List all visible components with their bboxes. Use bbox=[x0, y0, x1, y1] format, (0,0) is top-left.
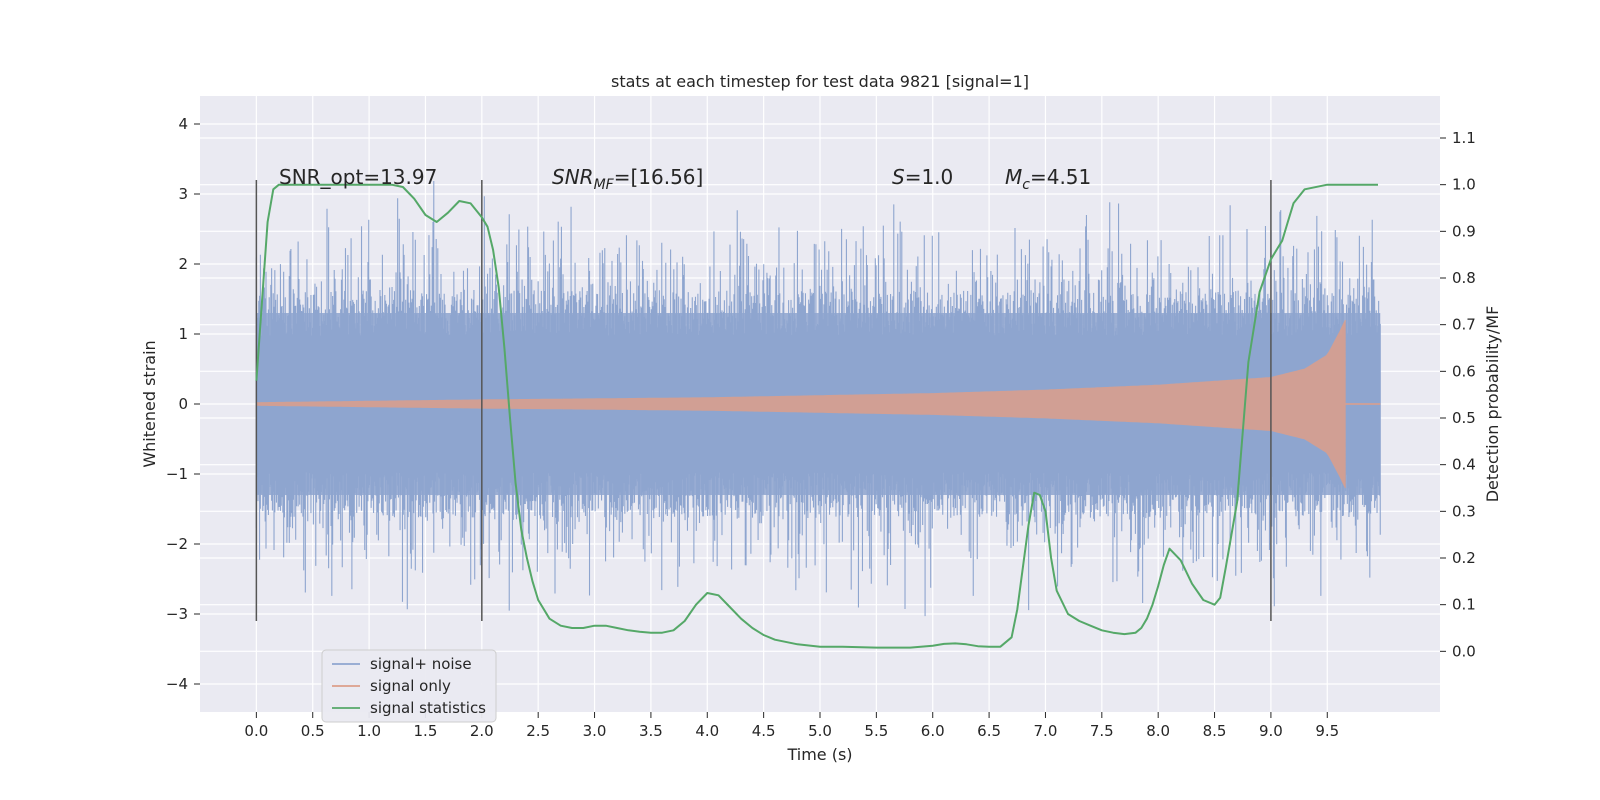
x-tick-label: 3.0 bbox=[583, 722, 607, 740]
x-tick-label: 7.0 bbox=[1034, 722, 1058, 740]
mc-subscript: c bbox=[1022, 177, 1030, 193]
signal-statistics-series bbox=[255, 183, 1378, 649]
snr-mf-symbol: SNR bbox=[552, 165, 594, 189]
x-tick-label: 5.0 bbox=[808, 722, 832, 740]
y-right-tick-label: 0.5 bbox=[1452, 409, 1476, 427]
y-right-tick-label: 0.9 bbox=[1452, 222, 1476, 240]
y-left-tick-label: 0 bbox=[178, 395, 188, 413]
vertical-markers bbox=[255, 180, 1272, 621]
y-right-tick-label: 0.8 bbox=[1452, 269, 1476, 287]
annotation-s: S=1.0 bbox=[892, 165, 953, 189]
legend-box bbox=[321, 649, 497, 723]
x-tick-label: 0.5 bbox=[301, 722, 325, 740]
x-tick-label: 0.0 bbox=[244, 722, 268, 740]
y-right-tick-label: 0.2 bbox=[1452, 549, 1476, 567]
x-tick-label: 6.5 bbox=[977, 722, 1001, 740]
annotation-mc: Mc=4.51 bbox=[1005, 165, 1091, 193]
y-left-tick-label: −2 bbox=[166, 535, 188, 553]
mc-symbol: M bbox=[1005, 165, 1022, 189]
x-axis-label: Time (s) bbox=[786, 745, 852, 764]
legend-label-signal-only: signal only bbox=[370, 677, 451, 695]
y-right-tick-label: 0.1 bbox=[1452, 596, 1476, 614]
y-left-tick-label: 4 bbox=[178, 115, 188, 133]
x-axis-ticks: 0.0 0.5 1.0 1.5 2.0 2.5 3.0 3.5 4.0 4.5 5.0 5.5 6.0 6… bbox=[244, 712, 1339, 740]
x-tick-label: 6.0 bbox=[921, 722, 945, 740]
signal-only-trace bbox=[255, 319, 1346, 489]
y-right-axis-label: Detection probability/MF bbox=[1483, 306, 1502, 503]
s-value: =1.0 bbox=[905, 165, 954, 189]
s-symbol: S bbox=[892, 165, 905, 189]
y-left-axis-label: Whitened strain bbox=[140, 340, 159, 467]
x-tick-label: 5.5 bbox=[864, 722, 888, 740]
x-tick-label: 8.5 bbox=[1203, 722, 1227, 740]
y-left-axis-ticks: 4 3 2 1 0 −1 −2 −3 −4 bbox=[166, 115, 200, 693]
legend-label-signal-statistics: signal statistics bbox=[370, 699, 486, 717]
chart-title: stats at each timestep for test data 982… bbox=[611, 72, 1029, 91]
y-right-tick-label: 0.4 bbox=[1452, 456, 1476, 474]
x-tick-label: 4.5 bbox=[752, 722, 776, 740]
x-tick-label: 2.5 bbox=[526, 722, 550, 740]
y-left-tick-label: −3 bbox=[166, 605, 188, 623]
y-right-tick-label: 1.1 bbox=[1452, 129, 1476, 147]
x-tick-label: 9.0 bbox=[1259, 722, 1283, 740]
x-tick-label: 1.5 bbox=[414, 722, 438, 740]
y-right-tick-label: 0.0 bbox=[1452, 642, 1476, 660]
x-tick-label: 1.0 bbox=[357, 722, 381, 740]
y-left-tick-label: 1 bbox=[178, 325, 188, 343]
x-tick-label: 2.0 bbox=[470, 722, 494, 740]
y-left-tick-label: 3 bbox=[178, 185, 188, 203]
y-right-tick-label: 0.7 bbox=[1452, 316, 1476, 334]
snr-mf-subscript: MF bbox=[594, 177, 615, 193]
x-tick-label: 8.0 bbox=[1146, 722, 1170, 740]
annotation-snr-opt: SNR_opt=13.97 bbox=[279, 165, 437, 189]
snr-mf-value: =[16.56] bbox=[614, 165, 704, 189]
legend-label-signal-noise: signal+ noise bbox=[370, 655, 472, 673]
x-tick-label: 4.0 bbox=[695, 722, 719, 740]
mc-value: =4.51 bbox=[1030, 165, 1091, 189]
y-right-tick-label: 0.3 bbox=[1452, 502, 1476, 520]
y-right-axis-ticks: 1.1 1.0 0.9 0.8 0.7 0.6 0.5 0.4 0.3 0.2 0.1 0.0 bbox=[1440, 129, 1476, 660]
y-left-tick-label: 2 bbox=[178, 255, 188, 273]
y-left-tick-label: −4 bbox=[166, 675, 188, 693]
annotation-snr-mf: SNRMF=[16.56] bbox=[552, 165, 703, 193]
x-tick-label: 3.5 bbox=[639, 722, 663, 740]
x-tick-label: 9.5 bbox=[1315, 722, 1339, 740]
x-tick-label: 7.5 bbox=[1090, 722, 1114, 740]
legend: signal+ noise signal only signal statist… bbox=[321, 649, 497, 723]
signal-statistics-line bbox=[255, 183, 1378, 649]
signal-only-series bbox=[255, 319, 1381, 489]
y-left-tick-label: −1 bbox=[166, 465, 188, 483]
y-right-tick-label: 1.0 bbox=[1452, 176, 1476, 194]
y-right-tick-label: 0.6 bbox=[1452, 362, 1476, 380]
